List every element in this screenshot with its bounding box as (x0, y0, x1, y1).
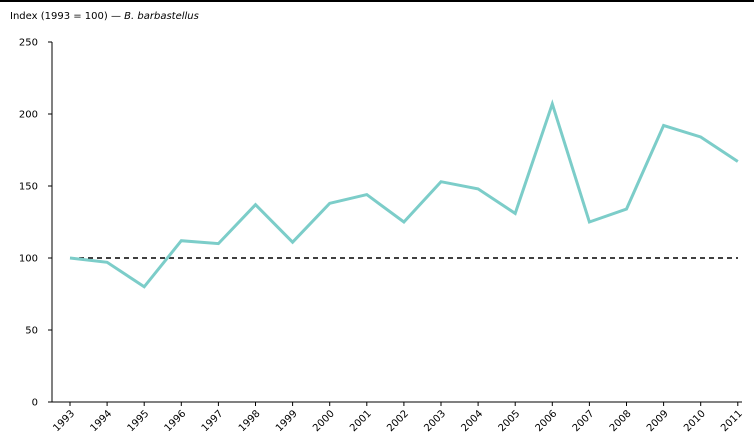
chart-title: Index (1993 = 100) — B. barbastellus (10, 11, 199, 23)
x-tick-label: 2004 (459, 408, 485, 434)
top-rule (0, 0, 754, 2)
x-tick-label: 2010 (682, 408, 708, 434)
series-group (69, 99, 739, 289)
y-tick-label: 0 (32, 398, 38, 409)
x-tick-label: 1999 (274, 408, 300, 434)
chart-title-species: B. barbastellus (124, 11, 199, 22)
x-tick-label: 1994 (88, 408, 114, 434)
y-tick-label: 50 (25, 326, 38, 337)
chart-title-text: Index (1993 = 100) (10, 11, 108, 22)
x-tick-label: 1997 (200, 408, 226, 434)
y-tick-label: 100 (19, 254, 38, 265)
chart-title-separator: — (110, 11, 121, 22)
y-tick-label: 150 (19, 182, 38, 193)
y-axis: 0 50 100 150 200 250 (19, 38, 53, 409)
x-tick-label: 2009 (645, 408, 671, 434)
y-tick-label: 250 (19, 38, 38, 49)
x-tick-label: 2005 (497, 408, 523, 434)
x-tick-label: 1993 (51, 408, 77, 434)
x-tick-label: 2000 (311, 408, 337, 434)
x-tick-label: 2001 (348, 408, 374, 434)
x-tick-label: 1996 (163, 408, 189, 434)
x-axis: 1993 1994 1995 1996 1997 1998 1999 2000 2001 2002… (51, 401, 745, 434)
y-tick-label: 200 (19, 110, 38, 121)
x-tick-label: 1995 (126, 408, 152, 434)
x-tick-label: 2006 (534, 408, 560, 434)
series-line (69, 99, 739, 289)
x-tick-label: 2002 (385, 408, 411, 434)
x-tick-label: 2003 (422, 408, 448, 434)
x-tick-label: 2011 (719, 408, 745, 434)
x-tick-label: 2007 (571, 408, 597, 434)
x-tick-label: 2008 (608, 408, 634, 434)
x-tick-label: 1998 (237, 408, 263, 434)
